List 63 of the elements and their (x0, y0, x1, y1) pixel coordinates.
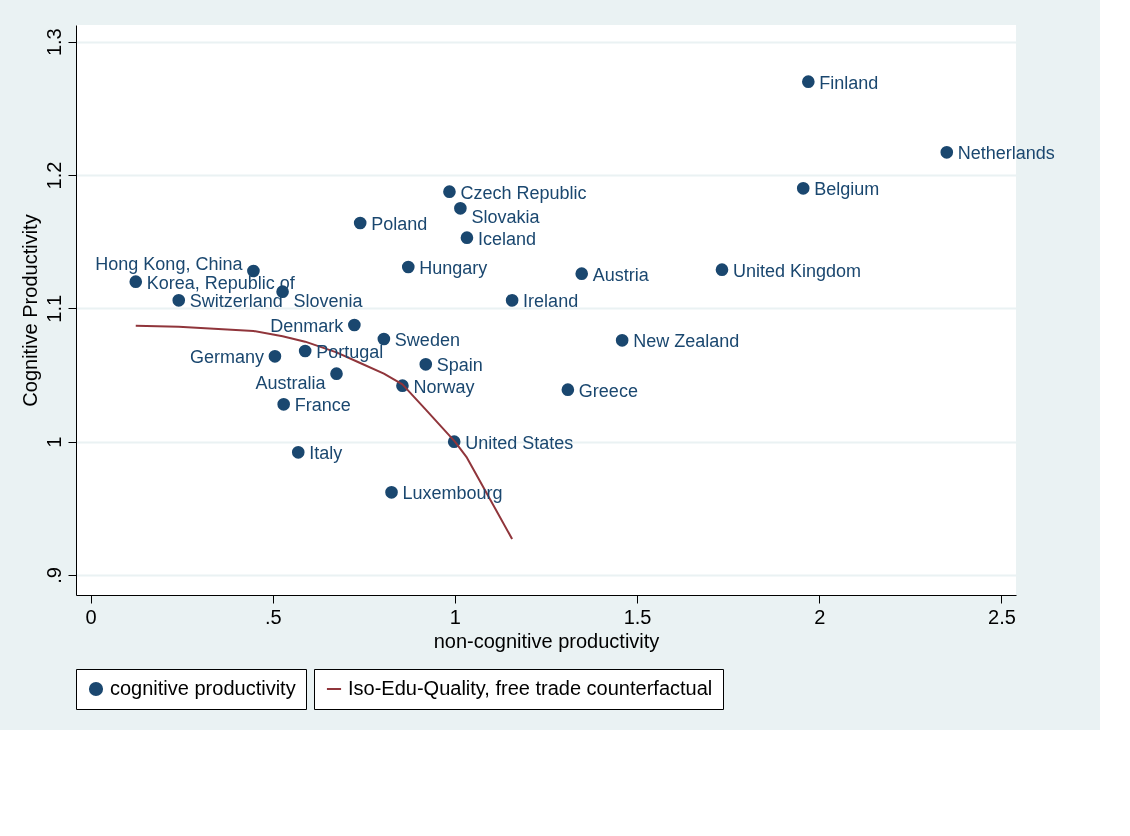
annotation: Poland (371, 214, 428, 234)
point (715, 263, 729, 276)
annotation: Denmark (270, 316, 345, 336)
annotation: Germany (189, 347, 264, 368)
y-tick-label: 1 (42, 436, 65, 448)
x-tick-label: 2 (814, 605, 826, 628)
annotation: Italy (309, 443, 343, 464)
point (385, 486, 398, 499)
point (129, 275, 143, 288)
point (330, 367, 343, 380)
annotation: Slovenia (293, 290, 364, 311)
x-tick-label: 2.5 (988, 605, 1016, 628)
point (940, 146, 954, 159)
annotation: Slovakia (471, 207, 541, 228)
annotation: Czech Republic (460, 182, 587, 203)
point (277, 398, 290, 411)
point (298, 344, 312, 358)
point (268, 350, 282, 363)
annotation: Australia (255, 372, 327, 393)
point (561, 383, 575, 396)
annotation: United Kingdom (732, 260, 862, 281)
point (460, 231, 474, 244)
point (377, 332, 391, 346)
legend-label: cognitive productivity (110, 677, 296, 699)
legend-label: Iso-Edu-Quality, free trade counterfactual (348, 677, 713, 699)
annotation: Hungary (419, 258, 488, 278)
y-tick-label: .9 (42, 567, 65, 584)
annotation: Austria (592, 264, 650, 285)
annotation: Iceland (477, 228, 536, 249)
x-tick-label: 0 (85, 605, 97, 628)
annotation: United States (465, 432, 574, 453)
point (353, 216, 367, 230)
y-tick-label: 1.2 (42, 161, 65, 190)
point (172, 294, 186, 307)
y-axis-title: Cognitive Productivity (18, 214, 41, 407)
y-tick-label: 1.3 (42, 28, 65, 57)
point (615, 334, 629, 347)
point (505, 294, 519, 307)
point (348, 318, 361, 332)
point (575, 267, 589, 280)
annotation: Belgium (814, 179, 880, 200)
annotation: Netherlands (957, 143, 1055, 164)
annotation: Norway (413, 376, 475, 397)
annotation: Spain (436, 355, 483, 376)
x-tick-label: 1 (449, 605, 461, 628)
point (291, 446, 305, 459)
point (401, 260, 415, 274)
annotation: Greece (578, 380, 638, 401)
point (454, 202, 467, 215)
point (419, 358, 433, 371)
annotation: New Zealand (633, 331, 740, 352)
point (796, 182, 810, 195)
annotation: Finland (819, 72, 879, 93)
annotation: Ireland (523, 291, 579, 312)
annotation: France (294, 395, 351, 416)
x-tick-label: .5 (264, 605, 282, 628)
annotation: Sweden (394, 330, 460, 350)
y-tick-label: 1.1 (42, 294, 65, 323)
point (443, 185, 456, 198)
x-axis-title: non-cognitive productivity (433, 629, 660, 652)
x-tick-label: 1.5 (623, 605, 652, 628)
point (802, 75, 815, 88)
annotation: Hong Kong, China (95, 254, 244, 274)
